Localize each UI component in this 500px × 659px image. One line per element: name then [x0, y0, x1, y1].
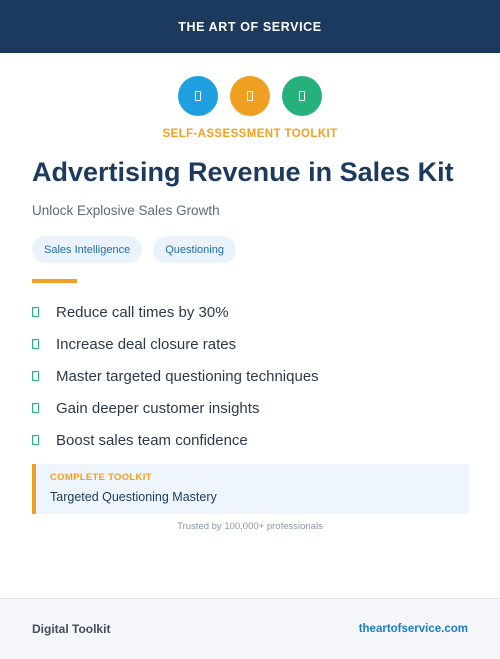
list-item: Reduce call times by 30%	[32, 296, 472, 328]
toolkit-callout: COMPLETE TOOLKIT Targeted Questioning Ma…	[32, 464, 469, 514]
top-banner: THE ART OF SERVICE	[0, 0, 500, 53]
accent-divider	[32, 279, 77, 283]
document-icon	[282, 76, 322, 116]
benefit-list: Reduce call times by 30% Increase deal c…	[32, 296, 472, 456]
list-item: Master targeted questioning techniques	[32, 360, 472, 392]
list-item: Gain deeper customer insights	[32, 392, 472, 424]
check-icon	[32, 371, 39, 381]
tag-questioning[interactable]: Questioning	[153, 236, 236, 263]
list-item: Increase deal closure rates	[32, 328, 472, 360]
footer-label: Digital Toolkit	[32, 622, 111, 636]
tag-list: Sales Intelligence Questioning	[32, 236, 236, 263]
callout-label: COMPLETE TOOLKIT	[50, 472, 152, 483]
toolkit-eyebrow: SELF-ASSESSMENT TOOLKIT	[162, 128, 338, 140]
check-icon	[32, 403, 39, 413]
page-subtitle: Unlock Explosive Sales Growth	[32, 203, 220, 218]
document-glyph	[247, 91, 253, 101]
benefit-text: Master targeted questioning techniques	[56, 367, 319, 385]
check-icon	[32, 435, 39, 445]
check-icon	[32, 307, 39, 317]
website-link[interactable]: theartofservice.com	[358, 623, 468, 635]
benefit-text: Gain deeper customer insights	[56, 399, 260, 417]
icon-row	[0, 76, 500, 116]
brand-name: THE ART OF SERVICE	[178, 19, 322, 34]
benefit-text: Increase deal closure rates	[56, 335, 237, 353]
document-icon	[178, 76, 218, 116]
list-item: Boost sales team confidence	[32, 424, 472, 456]
benefit-text: Reduce call times by 30%	[56, 303, 229, 321]
document-glyph	[299, 91, 305, 101]
document-icon	[230, 76, 270, 116]
check-icon	[32, 339, 39, 349]
document-glyph	[195, 91, 201, 101]
trust-note: Trusted by 100,000+ professionals	[177, 521, 323, 532]
footer: Digital Toolkit theartofservice.com	[0, 598, 500, 659]
callout-value: Targeted Questioning Mastery	[50, 490, 217, 504]
page-title: Advertising Revenue in Sales Kit	[32, 157, 454, 187]
benefit-text: Boost sales team confidence	[56, 431, 248, 449]
tag-sales-intelligence[interactable]: Sales Intelligence	[32, 236, 143, 263]
